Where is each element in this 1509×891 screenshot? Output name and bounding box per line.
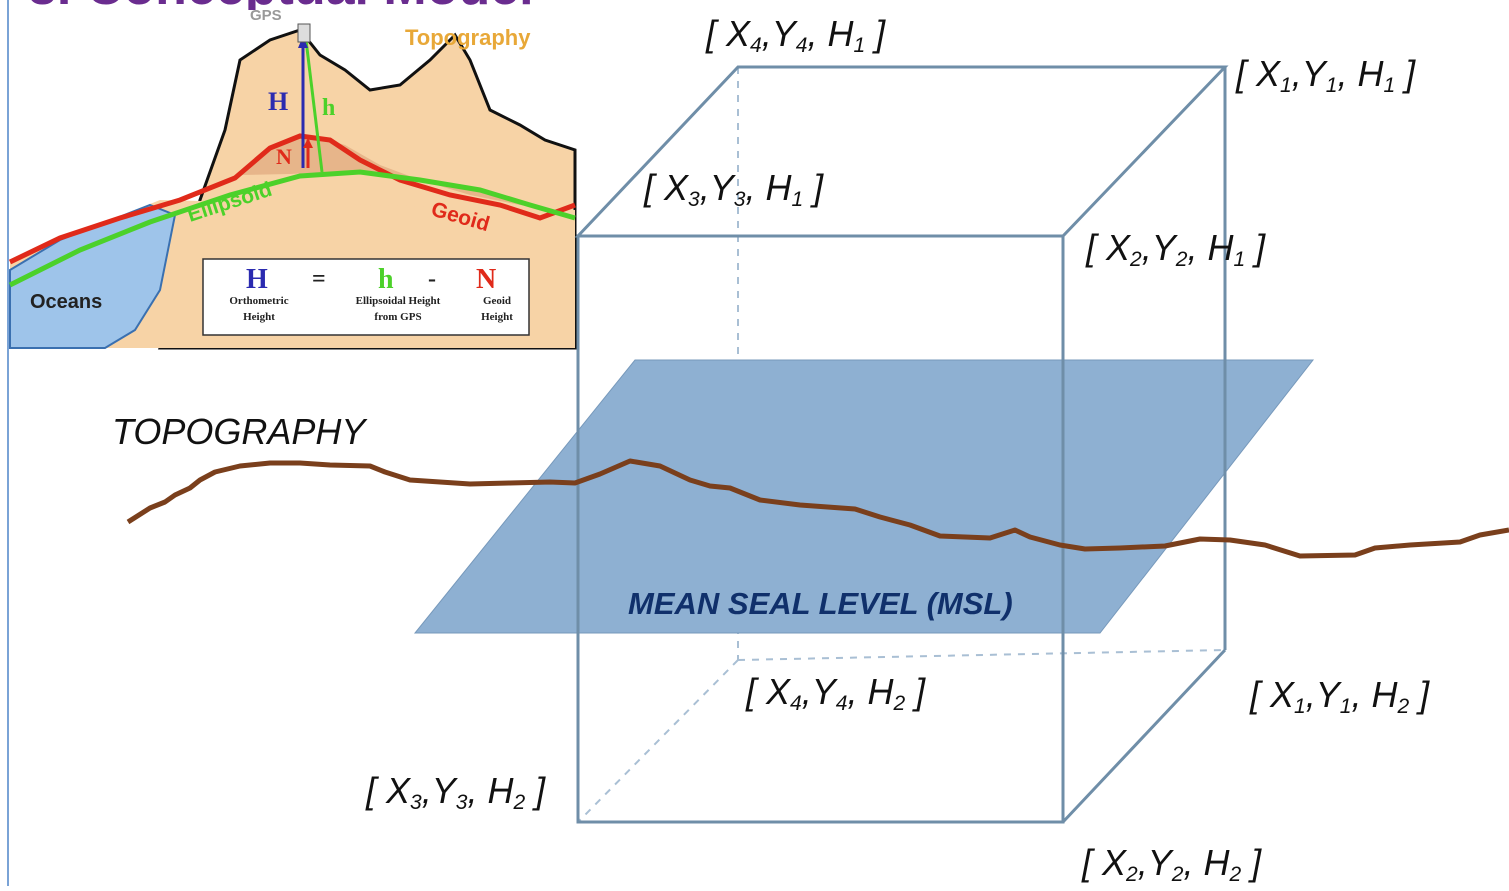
corner-label-bottom-back-left: [ X4,Y4, H2 ]	[745, 671, 926, 715]
box-hidden-edge-bottom-back	[737, 649, 1226, 661]
msl-plane	[413, 359, 1315, 634]
corner-label-top-back-left: [ X4,Y4, H1 ]	[705, 13, 886, 57]
corner-label-bottom-front-left: [ X3,Y3, H2 ]	[365, 770, 546, 814]
box-front-face	[576, 234, 1065, 824]
corner-label-top-back-right: [ X1,Y1, H1 ]	[1235, 53, 1416, 97]
N-arrowhead	[303, 138, 313, 148]
formula-frame	[202, 258, 530, 336]
model-box-visible-edges	[574, 65, 1229, 824]
h-symbol: h	[322, 95, 335, 121]
corner-label-bottom-front-right: [ X2,Y2, H2 ]	[1081, 842, 1262, 886]
topography-line	[126, 458, 1509, 559]
gps-receiver-icon	[297, 23, 311, 43]
msl-label: MEAN SEAL LEVEL (MSL)	[628, 586, 1013, 621]
formula-equals: =	[312, 266, 326, 292]
corner-label-top-front-left: [ X3,Y3, H1 ]	[643, 167, 824, 211]
inset-topography-label: Topography	[405, 25, 531, 50]
geoid-inset: GPS Topography H h N Ellipsoid Geoid Oce…	[8, 7, 577, 350]
box-hidden-edge-bottom-left	[577, 659, 739, 823]
formula-box: H = h - N Orthometric Height Ellipsoidal…	[202, 258, 530, 336]
corner-label-bottom-back-right: [ X1,Y1, H2 ]	[1249, 674, 1430, 718]
ellipsoid-curve	[8, 169, 576, 288]
gps-label: GPS	[250, 7, 282, 24]
geoid-curve	[8, 133, 576, 265]
N-caption-2: Height	[481, 311, 513, 323]
h-arrow	[304, 39, 324, 173]
H-symbol: H	[268, 87, 288, 116]
h-caption-2: from GPS	[374, 311, 421, 323]
h-caption-1: Ellipsoidal Height	[356, 295, 441, 307]
topography-label: TOPOGRAPHY	[112, 411, 368, 452]
formula-minus: -	[428, 266, 436, 292]
H-caption-2: Height	[243, 311, 275, 323]
oceans-label: Oceans	[30, 291, 102, 313]
corner-label-top-front-right: [ X2,Y2, H1 ]	[1085, 227, 1266, 271]
N-symbol: N	[276, 144, 292, 169]
formula-N: N	[476, 264, 496, 295]
N-caption-1: Geoid	[483, 295, 511, 307]
H-caption-1: Orthometric	[229, 295, 288, 307]
formula-H: H	[246, 264, 268, 295]
box-bottom-right-edge	[1061, 648, 1227, 824]
formula-h: h	[378, 264, 394, 295]
box-top-face	[574, 65, 1229, 238]
